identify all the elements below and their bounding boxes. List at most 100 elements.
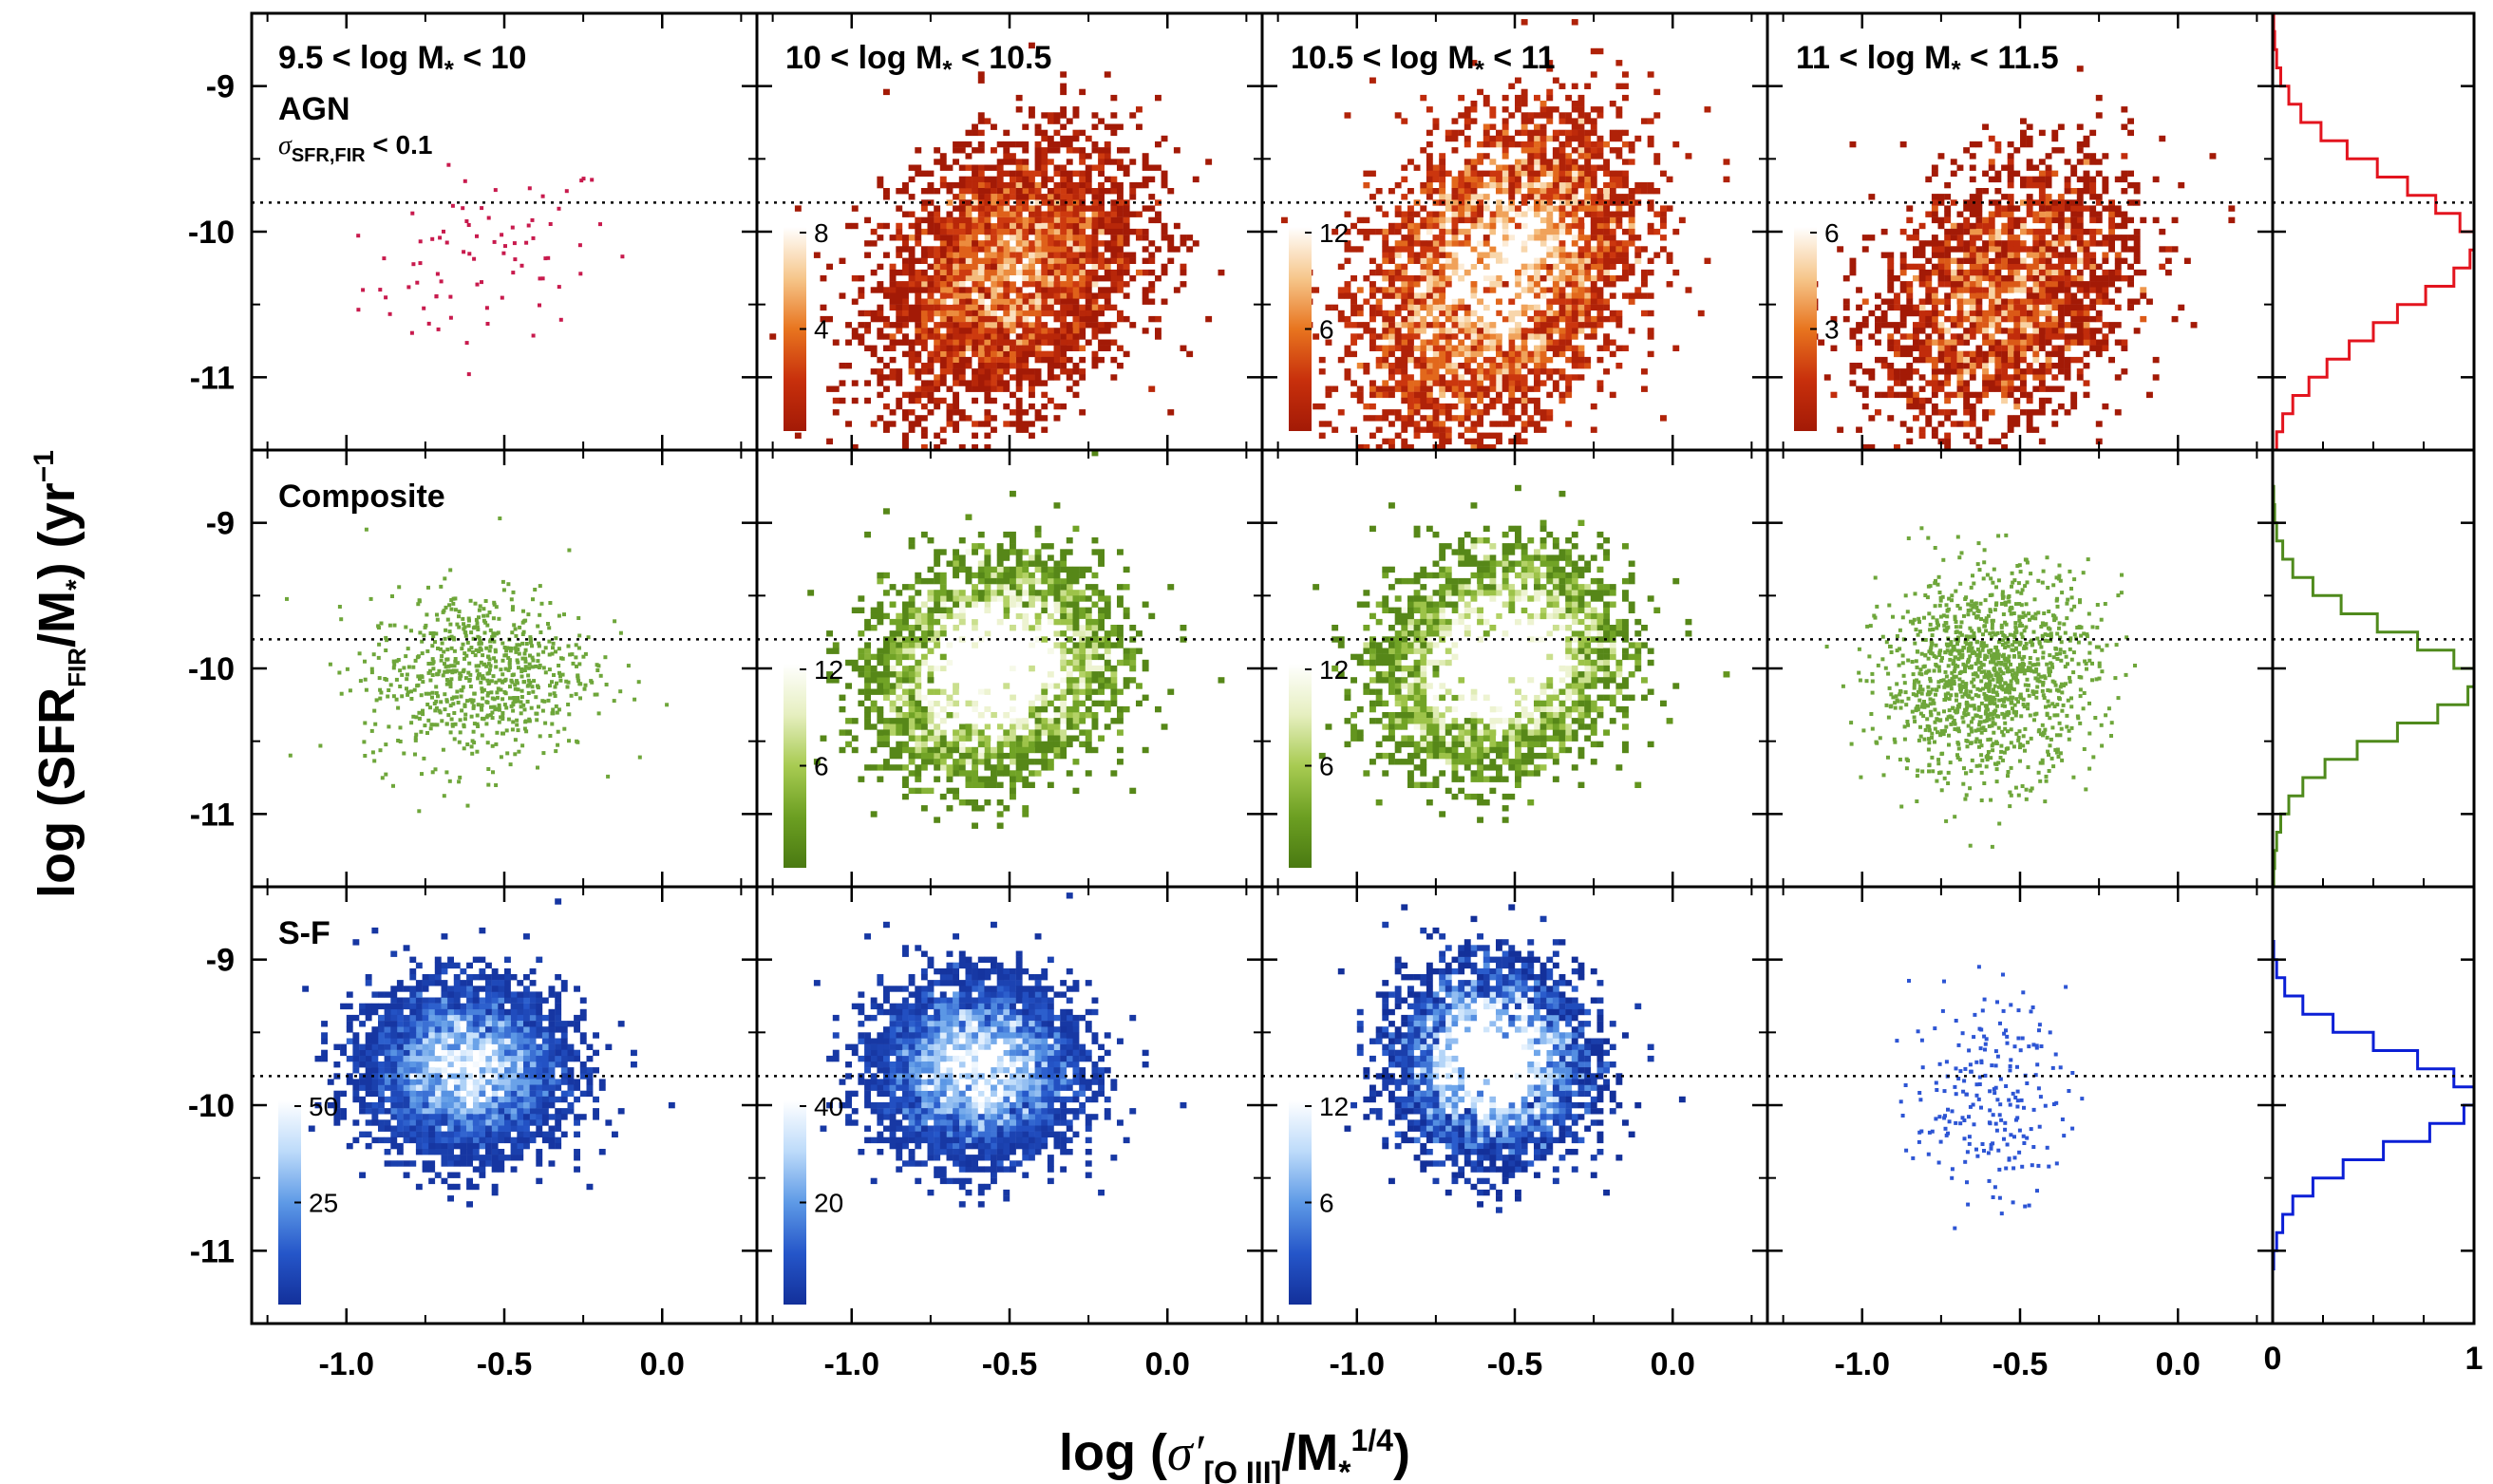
density-cell	[1085, 339, 1092, 346]
density-cell	[958, 298, 966, 305]
density-cell	[1944, 397, 1952, 404]
density-cell	[1060, 112, 1067, 119]
density-cell	[977, 281, 985, 288]
density-cell	[1539, 101, 1547, 107]
density-cell	[2070, 216, 2078, 224]
density-cell	[1375, 205, 1383, 212]
density-cell	[1539, 328, 1547, 334]
density-cell	[2038, 216, 2046, 224]
density-cell	[1445, 199, 1452, 206]
density-cell	[1369, 345, 1376, 351]
density-cell	[1515, 205, 1521, 212]
density-cell	[1539, 246, 1547, 253]
density-cell	[1520, 310, 1528, 317]
density-cell	[1994, 199, 2002, 206]
density-cell	[1388, 333, 1395, 340]
density-cell	[1458, 298, 1465, 305]
density-cell	[1110, 211, 1118, 217]
density-cell	[972, 246, 978, 253]
density-cell	[1439, 246, 1446, 253]
density-cell	[1344, 211, 1351, 217]
density-cell	[1988, 333, 1995, 340]
density-cell	[1003, 368, 1010, 375]
density-cell	[1420, 339, 1427, 346]
density-cell	[1552, 181, 1559, 189]
density-cell	[851, 380, 859, 386]
density-cell	[996, 252, 1004, 258]
density-cell	[2108, 281, 2115, 288]
density-cell	[1420, 385, 1427, 392]
density-cell	[1596, 164, 1604, 171]
density-cell	[2020, 409, 2027, 416]
density-cell	[1982, 292, 1989, 299]
density-cell	[1975, 310, 1983, 317]
density-cell	[1426, 350, 1433, 358]
density-cell	[1552, 281, 1559, 288]
density-cell	[1950, 292, 1957, 299]
density-cell	[1451, 246, 1459, 253]
density-cell	[2045, 153, 2052, 160]
density-cell	[1552, 310, 1559, 317]
density-cell	[1451, 188, 1459, 195]
density-cell	[2133, 298, 2141, 305]
density-cell	[1123, 292, 1130, 299]
density-cell	[1565, 176, 1573, 183]
density-cell	[1394, 310, 1402, 317]
density-cell	[1539, 222, 1547, 230]
density-cell	[2013, 222, 2021, 230]
data-point	[540, 276, 545, 281]
density-cell	[1060, 83, 1067, 89]
density-cell	[1918, 222, 1926, 230]
density-cell	[1590, 222, 1597, 230]
density-cell	[2064, 205, 2071, 212]
density-cell	[1003, 147, 1010, 154]
density-cell	[915, 287, 922, 293]
density-cell	[1401, 176, 1408, 183]
density-cell	[2076, 194, 2084, 200]
density-cell	[1079, 257, 1086, 264]
density-cell	[1660, 211, 1667, 217]
density-cell	[1464, 118, 1471, 124]
density-cell	[1552, 153, 1559, 160]
density-cell	[1520, 176, 1528, 183]
density-cell	[1622, 181, 1629, 189]
density-cell	[1501, 235, 1509, 241]
density-cell	[1451, 385, 1459, 392]
density-cell	[1117, 252, 1124, 258]
density-cell	[1072, 345, 1080, 351]
density-cell	[1520, 380, 1528, 386]
density-cell	[1520, 129, 1528, 137]
density-cell	[2038, 368, 2046, 375]
density-cell	[1010, 159, 1016, 165]
density-cell	[1496, 164, 1502, 171]
density-cell	[1060, 287, 1067, 293]
density-cell	[1577, 170, 1585, 177]
density-cell	[977, 211, 985, 217]
density-cell	[2089, 211, 2097, 217]
density-cell	[1496, 304, 1502, 311]
density-cell	[1413, 298, 1421, 305]
density-cell	[1003, 269, 1010, 276]
density-cell	[1382, 240, 1389, 247]
density-cell	[1552, 257, 1559, 264]
density-cell	[1918, 403, 1926, 410]
density-cell	[1053, 310, 1061, 317]
density-cell	[972, 240, 978, 247]
density-cell	[2083, 304, 2090, 311]
density-cell	[1034, 141, 1042, 148]
density-cell	[1072, 339, 1080, 346]
density-cell	[1944, 374, 1952, 381]
density-cell	[1420, 350, 1427, 358]
density-cell	[1609, 235, 1616, 241]
density-cell	[1136, 228, 1143, 235]
density-cell	[1571, 292, 1578, 299]
density-cell	[1520, 88, 1528, 96]
density-cell	[1015, 304, 1023, 311]
density-cell	[958, 205, 966, 212]
density-cell	[870, 228, 878, 235]
density-cell	[1875, 328, 1881, 334]
density-cell	[1982, 322, 1989, 329]
density-cell	[996, 246, 1004, 253]
density-cell	[1091, 147, 1099, 154]
density-cell	[1079, 281, 1086, 288]
